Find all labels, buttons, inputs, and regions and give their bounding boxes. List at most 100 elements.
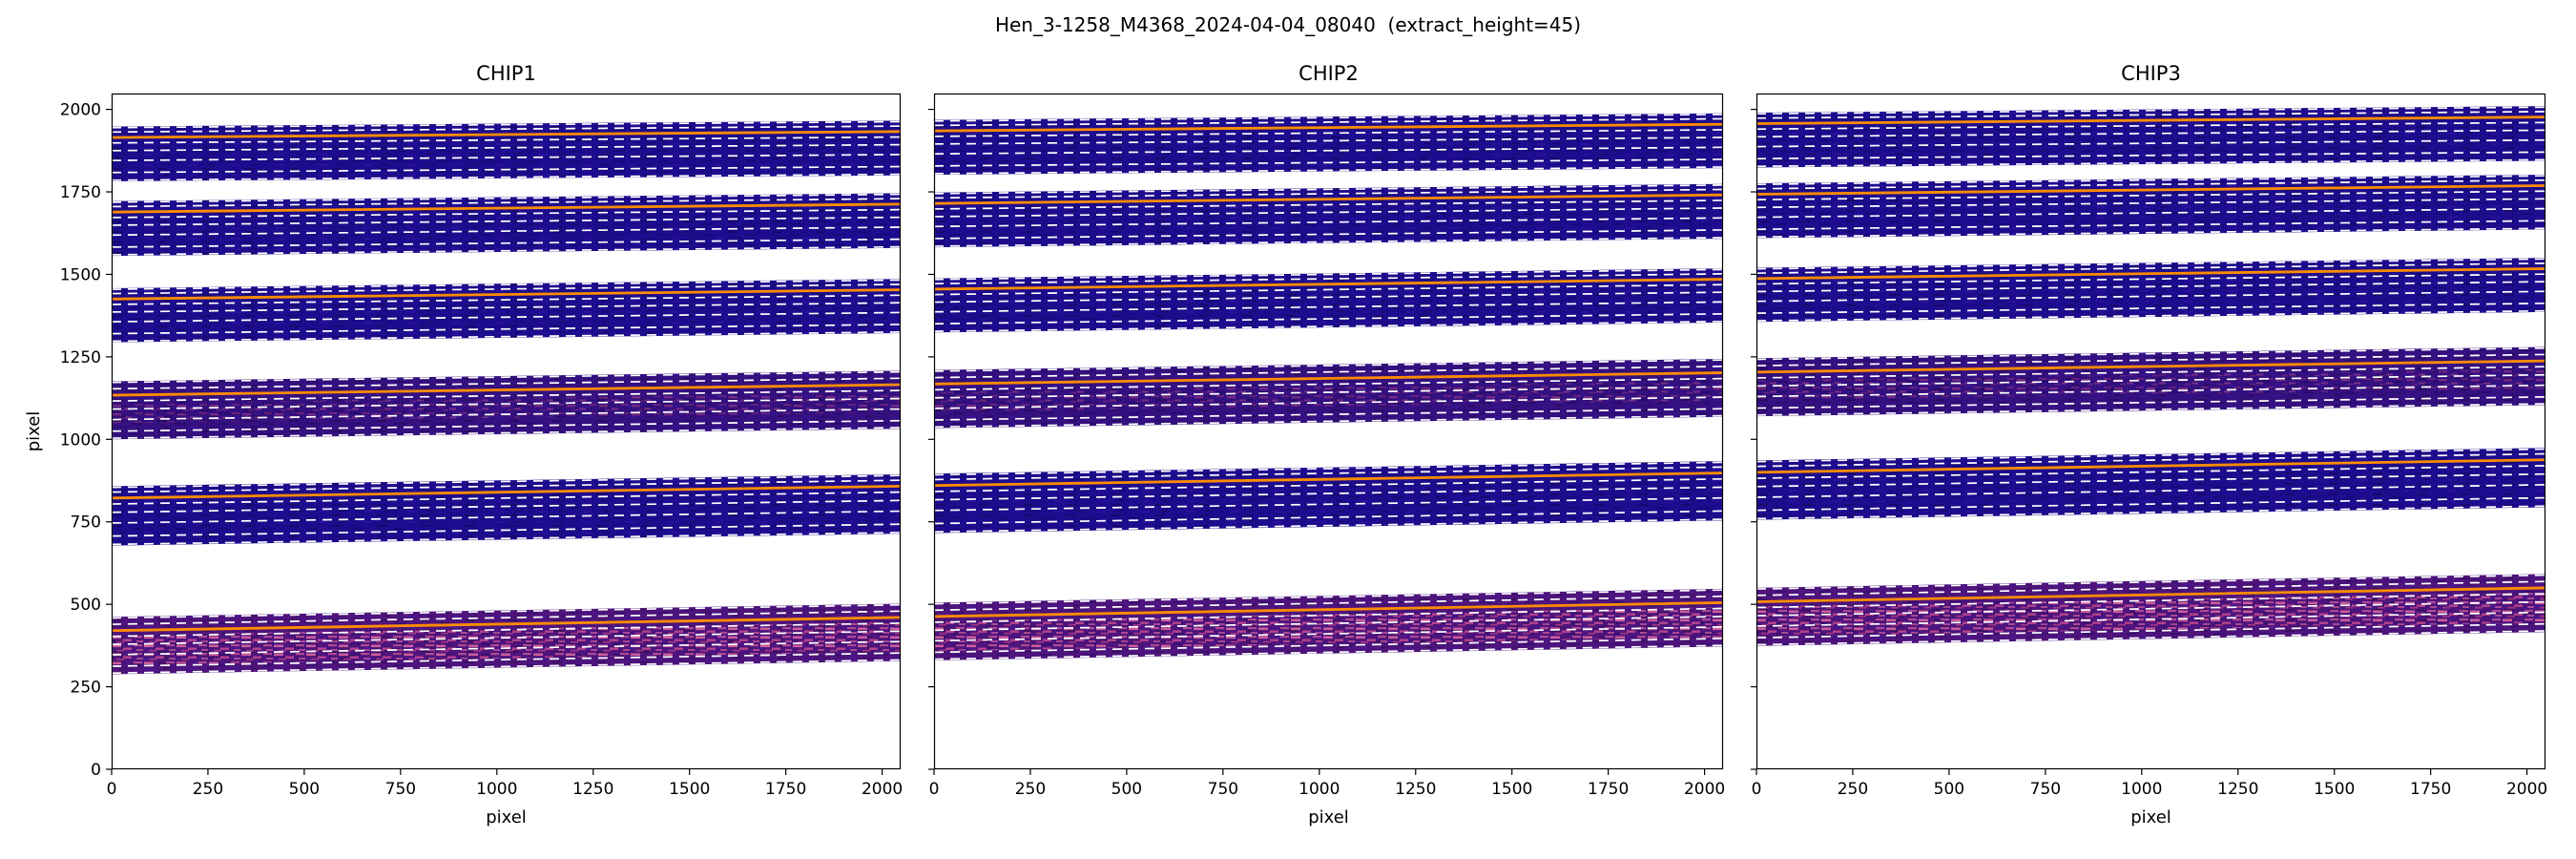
extraction-boundary-line <box>1755 472 2546 488</box>
extraction-boundary-line <box>111 652 902 667</box>
x-tick-label: 2000 <box>862 780 903 799</box>
extraction-boundary-line <box>933 166 1724 175</box>
extraction-boundary-line <box>1755 448 2546 463</box>
order-band-noise <box>1756 448 2545 520</box>
x-tick-label: 1000 <box>2121 780 2162 799</box>
extraction-boundary-line <box>933 158 1724 167</box>
extraction-boundary-line <box>933 366 1724 379</box>
trace-center-line <box>111 130 902 139</box>
extraction-boundary-line <box>1755 600 2546 617</box>
extraction-boundary-line <box>1755 121 2546 131</box>
extraction-boundary-line <box>1755 258 2546 270</box>
x-tick-label: 750 <box>385 780 416 799</box>
extraction-boundary-line <box>933 414 1724 429</box>
order-flux-speckle <box>1756 368 2545 401</box>
x-tick-label: 500 <box>289 780 320 799</box>
extraction-boundary-line <box>933 638 1724 654</box>
extraction-boundary-line <box>111 499 902 513</box>
extraction-boundary-line <box>111 173 902 181</box>
x-tick-label: 1750 <box>1588 780 1629 799</box>
y-tick-label: 0 <box>91 761 101 780</box>
extraction-boundary-line <box>1755 346 2546 361</box>
extraction-boundary-line <box>1755 384 2546 398</box>
extraction-boundary-line <box>1755 580 2546 597</box>
extraction-boundary-line <box>1755 158 2546 168</box>
extraction-boundary-line <box>1755 151 2546 160</box>
extraction-boundary-line <box>111 474 902 489</box>
extraction-boundary-line <box>111 532 902 546</box>
extraction-boundary-line <box>111 324 902 335</box>
order-flux-speckle <box>934 381 1723 412</box>
extraction-boundary-line <box>933 589 1724 605</box>
axes-spines <box>933 93 1724 770</box>
trace-center-line <box>111 288 902 301</box>
extraction-boundary-line <box>933 312 1724 325</box>
extraction-boundary-line <box>111 198 902 208</box>
extraction-boundary-line <box>933 273 1724 285</box>
extraction-boundary-line <box>933 607 1724 623</box>
extraction-boundary-line <box>1755 484 2546 498</box>
trace-center-line <box>111 484 902 500</box>
trace-center-line <box>1755 267 2546 281</box>
extraction-boundary-line <box>933 320 1724 333</box>
order-band-noise <box>934 461 1723 534</box>
extraction-boundary-line <box>111 659 902 675</box>
x-axis-label: pixel <box>486 807 527 828</box>
extraction-boundary-line <box>933 301 1724 313</box>
extraction-boundary-line <box>1755 309 2546 322</box>
extraction-boundary-line <box>933 188 1724 199</box>
extraction-boundary-line <box>1755 505 2546 520</box>
extraction-boundary-line <box>111 165 902 174</box>
y-tick-label: 1750 <box>60 183 101 202</box>
extraction-boundary-line <box>933 237 1724 247</box>
x-tick-label: 750 <box>1208 780 1238 799</box>
extraction-boundary-line <box>1755 198 2546 209</box>
panel-title: CHIP1 <box>476 62 536 85</box>
trace-center-line <box>1755 458 2546 474</box>
extraction-boundary-line <box>933 136 1724 145</box>
y-tick-label: 2000 <box>60 101 101 120</box>
extraction-boundary-line <box>111 370 902 384</box>
x-tick-label: 250 <box>1015 780 1046 799</box>
extraction-boundary-line <box>933 625 1724 642</box>
extraction-boundary-line <box>1755 190 2546 201</box>
trace-center-line <box>1755 586 2546 603</box>
x-tick-label: 250 <box>193 780 223 799</box>
extraction-boundary-line <box>933 477 1724 492</box>
extraction-boundary-line <box>933 146 1724 156</box>
extraction-boundary-line <box>933 129 1724 137</box>
extraction-boundary-line <box>111 389 902 402</box>
x-axis-label: pixel <box>2130 807 2171 828</box>
extraction-boundary-line <box>111 245 902 256</box>
x-tick-label: 1750 <box>765 780 806 799</box>
extraction-boundary-line <box>111 136 902 144</box>
y-tick-label: 750 <box>71 513 101 533</box>
extraction-boundary-line <box>1755 353 2546 367</box>
extraction-boundary-line <box>111 479 902 493</box>
x-tick-label: 2000 <box>1684 780 1725 799</box>
chip-plot-chip3: 0 250 500 750 1000 1250 1500 1750 2000 pixel CHIP3 <box>1751 62 2547 828</box>
trace-center-line <box>1755 115 2546 125</box>
extraction-boundary-line <box>1755 452 2546 468</box>
panel-title: CHIP2 <box>1298 62 1359 85</box>
x-tick-label: 1250 <box>1395 780 1436 799</box>
extraction-boundary-line <box>1755 403 2546 416</box>
extraction-boundary-line <box>933 377 1724 391</box>
extraction-boundary-line <box>1755 465 2546 479</box>
x-tick-label: 500 <box>1111 780 1142 799</box>
x-tick-label: 0 <box>1752 780 1762 799</box>
x-tick-label: 1500 <box>1491 780 1532 799</box>
extraction-boundary-line <box>1755 574 2546 590</box>
extraction-boundary-line <box>933 207 1724 218</box>
panel-title: CHIP3 <box>2121 62 2181 85</box>
extraction-boundary-line <box>1755 178 2546 190</box>
y-tick-label: 1250 <box>60 348 101 367</box>
extraction-boundary-line <box>111 408 902 421</box>
x-tick-label: 1000 <box>476 780 517 799</box>
trace-center-line <box>933 471 1724 488</box>
x-tick-label: 2000 <box>2506 780 2547 799</box>
x-tick-label: 0 <box>929 780 940 799</box>
extraction-boundary-line <box>1755 106 2546 115</box>
extraction-boundary-line <box>1755 220 2546 231</box>
